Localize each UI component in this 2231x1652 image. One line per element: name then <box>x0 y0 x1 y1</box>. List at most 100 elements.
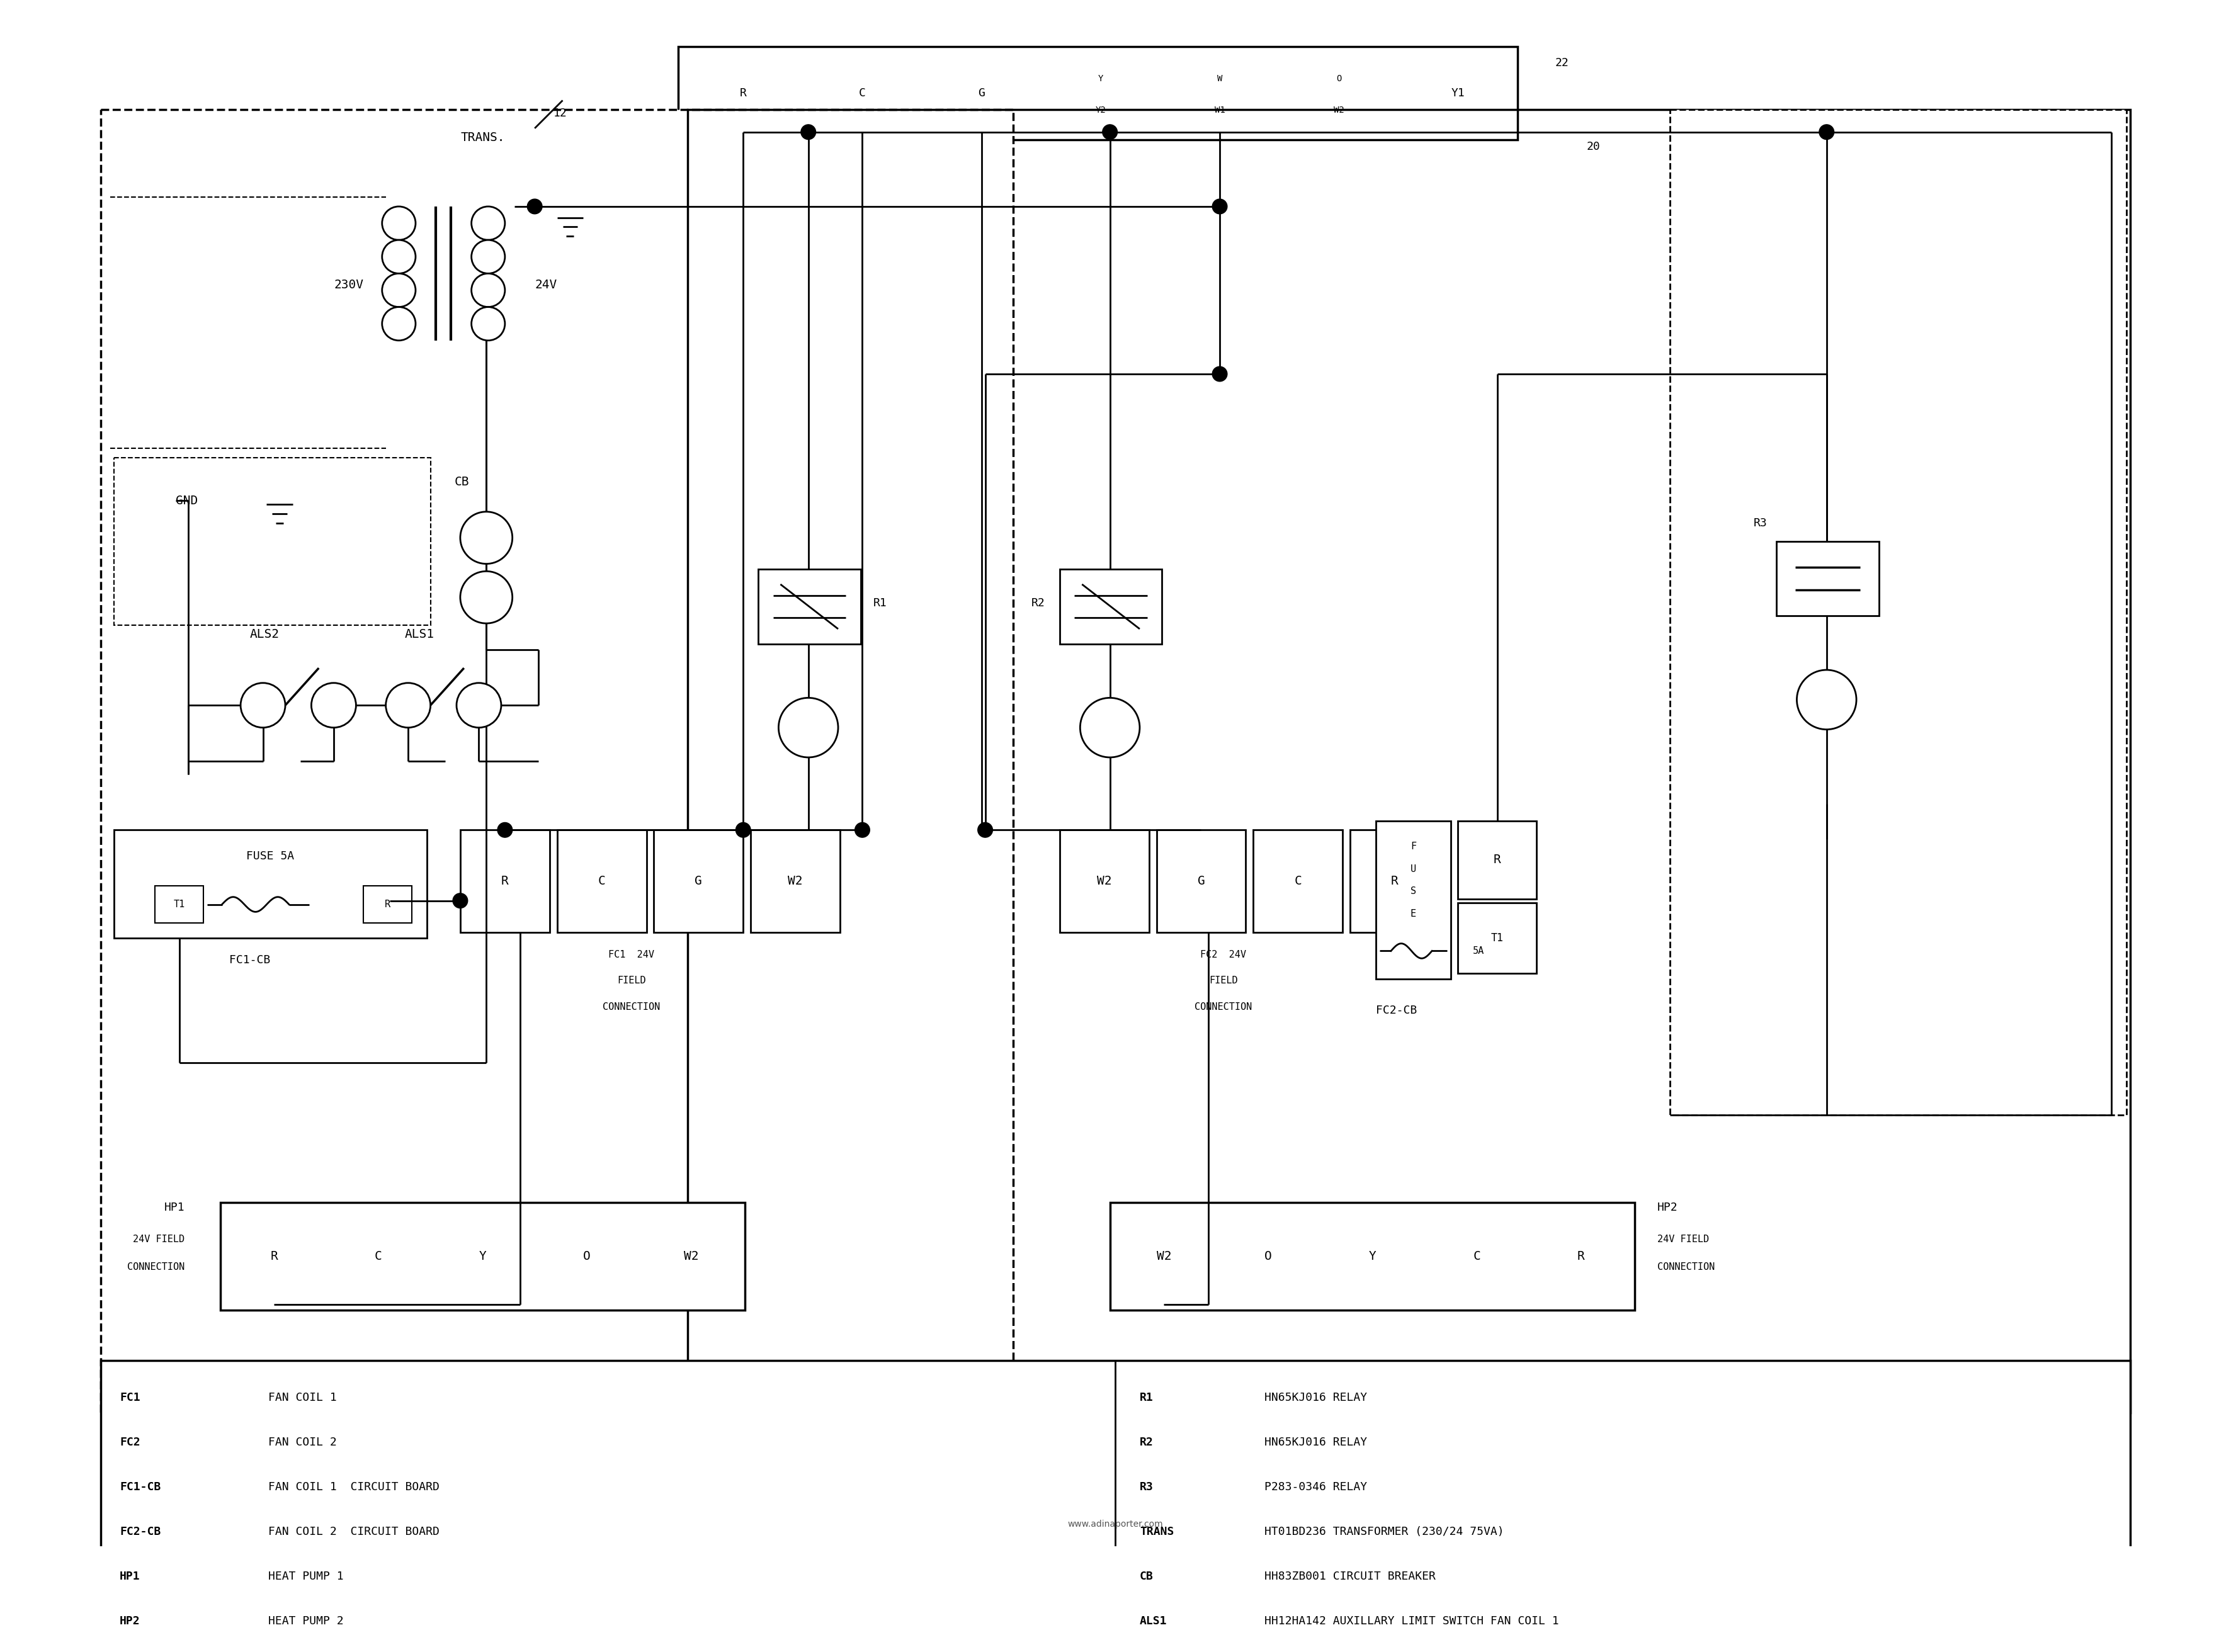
Text: www.adinaporter.com: www.adinaporter.com <box>1069 1520 1162 1528</box>
Text: HP2: HP2 <box>1658 1203 1678 1214</box>
Text: T1: T1 <box>1490 932 1504 943</box>
Text: CONNECTION: CONNECTION <box>602 1003 660 1011</box>
Text: FC1  24V: FC1 24V <box>609 950 654 960</box>
Bar <box>1459 821 1537 899</box>
Bar <box>100 109 1013 1412</box>
Text: T1: T1 <box>174 900 185 909</box>
Circle shape <box>241 682 286 727</box>
Text: R2: R2 <box>1140 1437 1153 1447</box>
Text: R: R <box>1493 854 1501 866</box>
Text: Y: Y <box>1368 1251 1377 1262</box>
Bar <box>1323 1208 1421 1305</box>
Text: R1: R1 <box>1140 1393 1153 1403</box>
Text: HH12HA142 AUXILLARY LIMIT SWITCH FAN COIL 1: HH12HA142 AUXILLARY LIMIT SWITCH FAN COI… <box>1265 1616 1559 1627</box>
Text: HH83ZB001 CIRCUIT BREAKER: HH83ZB001 CIRCUIT BREAKER <box>1265 1571 1435 1583</box>
Circle shape <box>460 512 513 563</box>
Text: P283-0346 RELAY: P283-0346 RELAY <box>1265 1482 1368 1493</box>
Text: FAN COIL 1: FAN COIL 1 <box>268 1393 337 1403</box>
Text: FIELD: FIELD <box>618 976 647 986</box>
Text: CONNECTION: CONNECTION <box>127 1262 185 1272</box>
Circle shape <box>312 682 357 727</box>
Text: 22: 22 <box>1555 58 1568 69</box>
Text: HN65KJ016 RELAY: HN65KJ016 RELAY <box>1265 1393 1368 1403</box>
Circle shape <box>471 240 504 274</box>
Text: R: R <box>741 88 747 99</box>
Text: CONNECTION: CONNECTION <box>1196 1003 1252 1011</box>
Circle shape <box>382 206 415 240</box>
Circle shape <box>382 240 415 274</box>
Bar <box>1428 1208 1526 1305</box>
Bar <box>1060 570 1162 644</box>
Text: HP1: HP1 <box>165 1203 185 1214</box>
Bar <box>678 46 1517 139</box>
Circle shape <box>498 823 513 838</box>
Text: 24V: 24V <box>535 279 558 291</box>
Text: Y: Y <box>1098 74 1104 83</box>
Text: FC1-CB: FC1-CB <box>120 1482 161 1493</box>
Circle shape <box>382 307 415 340</box>
Bar <box>750 829 841 932</box>
Text: 24V FIELD: 24V FIELD <box>134 1234 185 1244</box>
Text: E: E <box>1410 909 1417 919</box>
Circle shape <box>977 823 993 838</box>
Bar <box>558 829 647 932</box>
Bar <box>538 1208 636 1305</box>
Text: ALS2: ALS2 <box>250 628 279 641</box>
Text: R: R <box>1577 1251 1584 1262</box>
Text: CB: CB <box>455 476 469 487</box>
Bar <box>154 885 203 923</box>
Text: CB: CB <box>1140 1571 1153 1583</box>
Text: TRANS.: TRANS. <box>460 132 504 144</box>
Text: GND: GND <box>176 494 199 507</box>
Text: HP2: HP2 <box>120 1616 141 1627</box>
Text: 5A: 5A <box>1472 947 1484 955</box>
Bar <box>1401 55 1515 132</box>
Bar <box>926 55 1037 132</box>
Text: FAN COIL 2: FAN COIL 2 <box>268 1437 337 1447</box>
Text: O: O <box>582 1251 591 1262</box>
Text: R3: R3 <box>1140 1482 1153 1493</box>
Text: G: G <box>1198 876 1205 887</box>
Text: W1: W1 <box>1214 106 1225 114</box>
Text: FIELD: FIELD <box>1209 976 1238 986</box>
Text: HT01BD236 TRANSFORMER (230/24 75VA): HT01BD236 TRANSFORMER (230/24 75VA) <box>1265 1526 1504 1538</box>
Text: W2: W2 <box>1334 106 1343 114</box>
Bar <box>330 1208 426 1305</box>
Bar <box>1254 829 1343 932</box>
Bar <box>114 458 431 624</box>
Circle shape <box>471 206 504 240</box>
Text: FC1: FC1 <box>120 1393 141 1403</box>
Text: FC2: FC2 <box>120 1437 141 1447</box>
Circle shape <box>471 307 504 340</box>
Text: Y2: Y2 <box>1095 106 1107 114</box>
Text: W2: W2 <box>788 876 803 887</box>
Bar <box>1533 1208 1629 1305</box>
Text: R: R <box>270 1251 279 1262</box>
Bar <box>364 885 413 923</box>
Bar <box>460 829 549 932</box>
Text: W2: W2 <box>683 1251 698 1262</box>
Text: FC1-CB: FC1-CB <box>230 955 270 966</box>
Text: G: G <box>977 88 984 99</box>
Bar <box>687 55 799 132</box>
Bar <box>643 1208 738 1305</box>
Circle shape <box>1080 697 1140 757</box>
Text: W2: W2 <box>1098 876 1111 887</box>
Circle shape <box>453 894 469 909</box>
Text: HN65KJ016 RELAY: HN65KJ016 RELAY <box>1265 1437 1368 1447</box>
Text: S: S <box>1410 887 1417 895</box>
Text: HP1: HP1 <box>120 1571 141 1583</box>
Bar <box>114 829 426 938</box>
Bar <box>759 570 861 644</box>
Bar <box>435 1208 531 1305</box>
Bar <box>1109 1203 1635 1310</box>
Circle shape <box>386 682 431 727</box>
Circle shape <box>779 697 839 757</box>
Text: TRANS: TRANS <box>1140 1526 1174 1538</box>
Text: 20: 20 <box>1586 142 1600 152</box>
Bar <box>1060 829 1149 932</box>
Text: Y: Y <box>480 1251 486 1262</box>
Text: FC2-CB: FC2-CB <box>1377 1004 1417 1016</box>
Bar <box>654 829 743 932</box>
Bar <box>1350 829 1439 932</box>
